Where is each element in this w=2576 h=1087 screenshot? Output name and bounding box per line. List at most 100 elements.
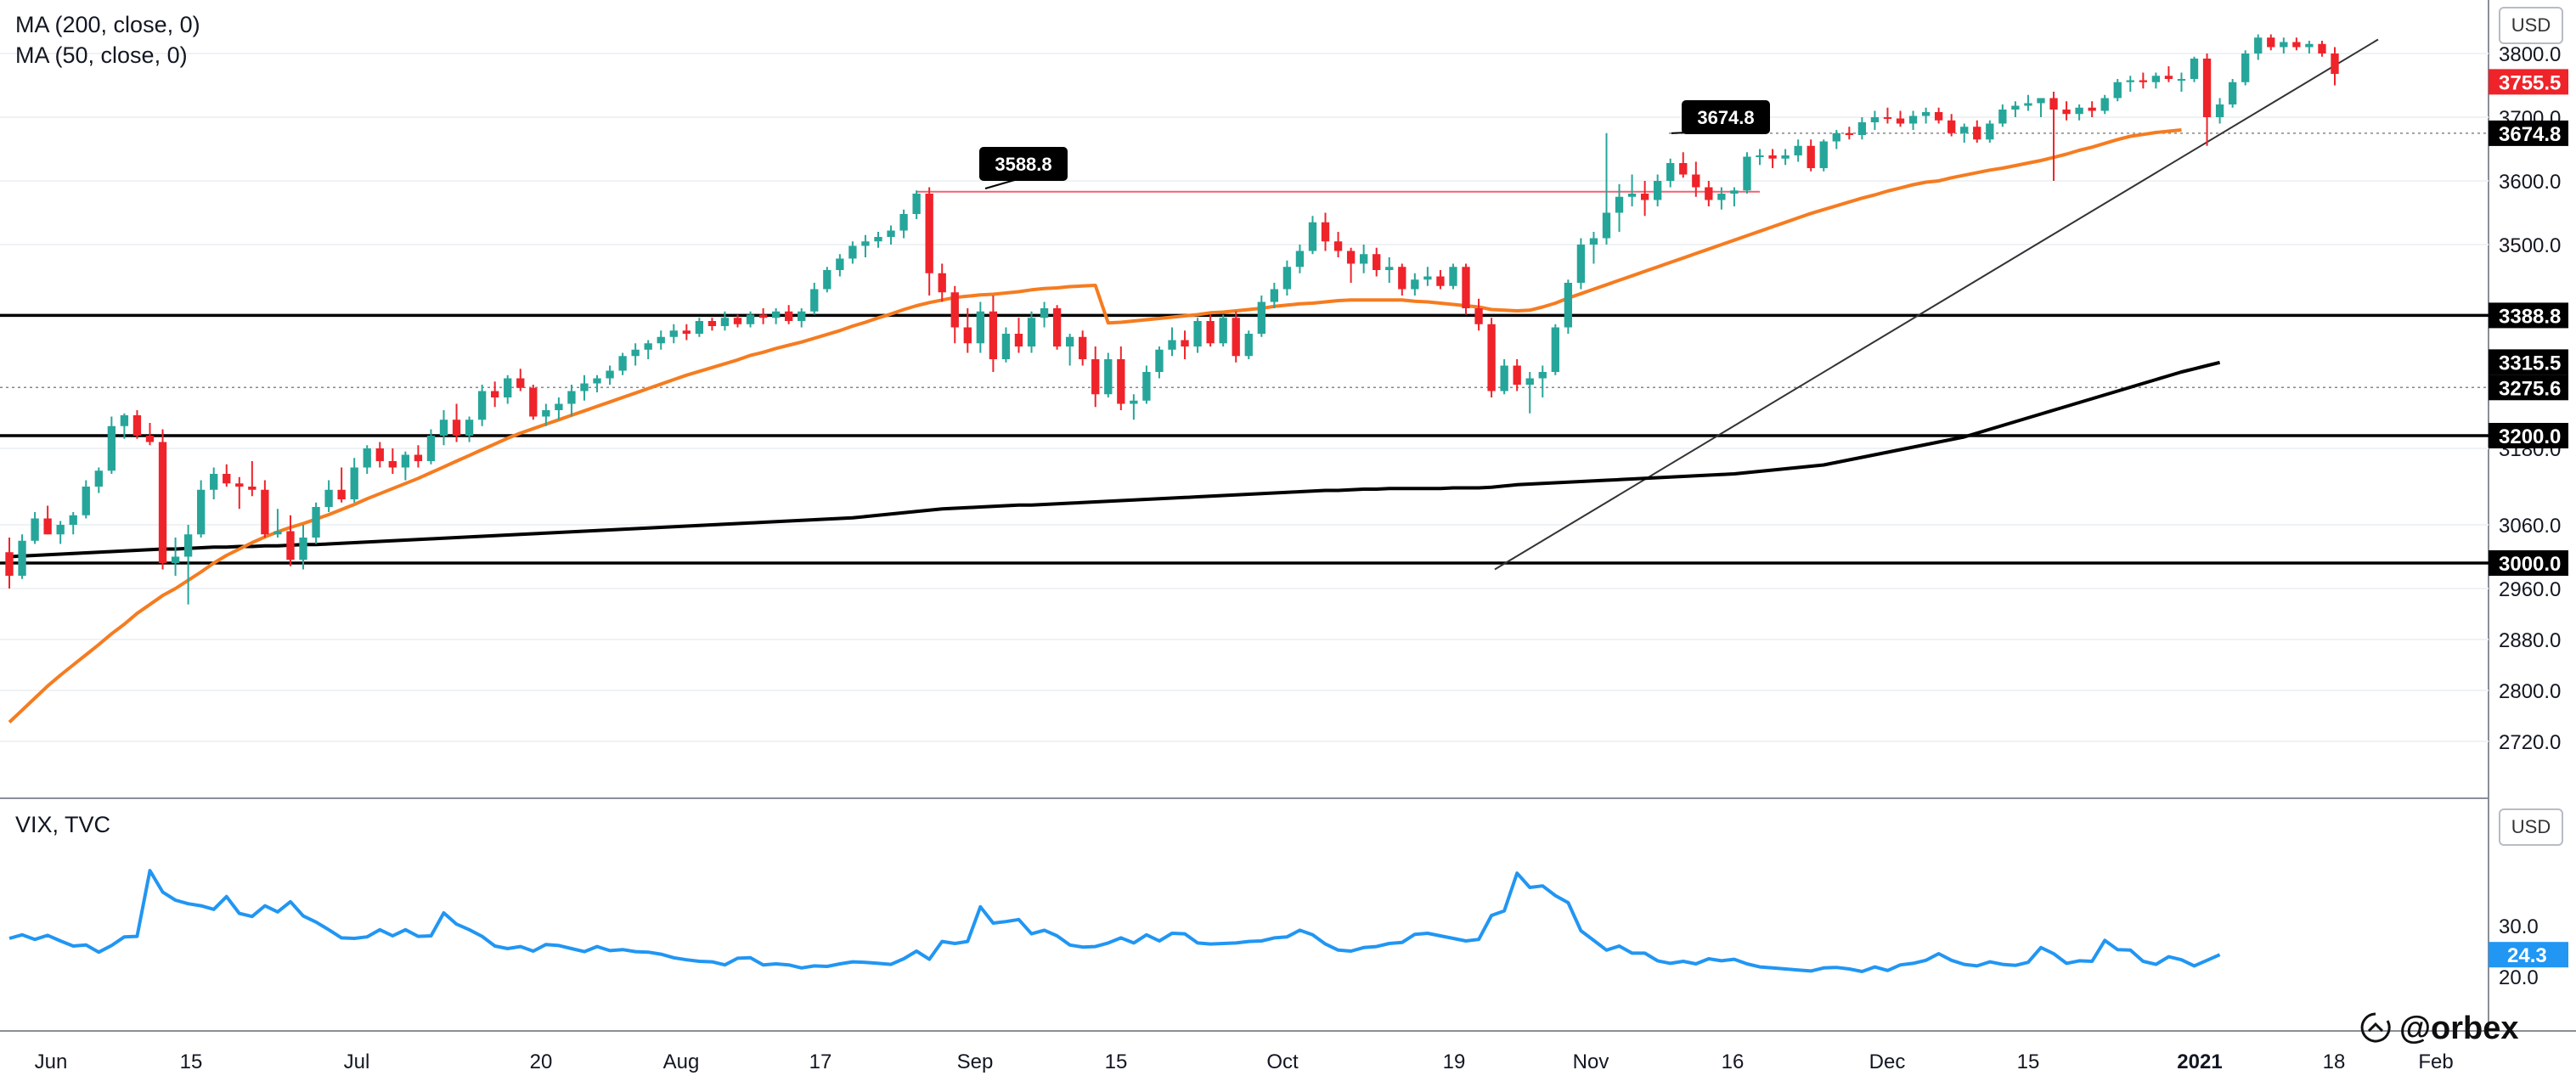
bearish-candle xyxy=(1181,330,1189,359)
candle-body xyxy=(1538,372,1547,379)
candle-body xyxy=(925,194,933,273)
candle-body xyxy=(1794,145,1802,155)
bullish-candle xyxy=(1551,324,1559,375)
bearish-candle xyxy=(1091,346,1100,408)
candle-body xyxy=(132,415,142,436)
candle-body xyxy=(1870,117,1880,122)
candle-body xyxy=(989,311,998,359)
candle-body xyxy=(746,314,755,324)
candle-body xyxy=(2228,82,2237,104)
bullish-candle xyxy=(771,308,781,324)
bearish-candle xyxy=(2049,92,2058,181)
bullish-candle xyxy=(2024,94,2032,111)
bullish-candle xyxy=(1065,334,1074,366)
candle-body xyxy=(669,330,678,337)
bullish-candle xyxy=(504,375,512,404)
bullish-candle xyxy=(1730,187,1739,206)
bearish-candle xyxy=(1232,311,1240,363)
bearish-candle xyxy=(2202,54,2212,146)
bullish-candle xyxy=(94,467,103,493)
bearish-candle xyxy=(1948,114,1956,137)
price-tag-label: 3674.8 xyxy=(2499,123,2561,146)
candle-body xyxy=(1948,120,1956,133)
bullish-candle xyxy=(171,538,180,576)
currency-button-vix[interactable]: USD xyxy=(2499,808,2563,846)
bearish-candle xyxy=(758,308,768,324)
candle-body xyxy=(504,378,512,397)
candle-body xyxy=(1615,196,1624,213)
ma50-legend[interactable]: MA (50, close, 0) xyxy=(15,42,188,68)
bullish-candle xyxy=(2228,79,2237,108)
candle-body xyxy=(1640,194,1649,200)
price-tag: 3674.8 xyxy=(2489,120,2568,146)
candle-body xyxy=(1589,238,1598,245)
bullish-candle xyxy=(695,318,704,337)
bullish-candle xyxy=(1832,130,1840,149)
candle-body xyxy=(2164,76,2173,79)
bearish-candle xyxy=(682,324,691,341)
bearish-candle xyxy=(1398,263,1406,296)
bullish-candle xyxy=(196,480,206,538)
bearish-candle xyxy=(2164,66,2173,82)
candle-body xyxy=(439,420,448,436)
bearish-candle xyxy=(529,385,538,420)
candle-body xyxy=(1973,127,1981,140)
candle-body xyxy=(1487,324,1496,391)
time-axis-label: 19 xyxy=(1443,1050,1466,1073)
bullish-candle xyxy=(2151,72,2161,89)
candle-body xyxy=(580,383,589,391)
candle-body xyxy=(1462,267,1470,308)
vix-pane-bg xyxy=(0,800,2489,1031)
bearish-candle xyxy=(414,445,423,468)
bearish-candle xyxy=(223,464,231,487)
candle-body xyxy=(82,487,90,515)
bullish-candle xyxy=(2113,79,2122,102)
candle-body xyxy=(1730,190,1739,194)
bullish-candle xyxy=(120,413,129,439)
candle-body xyxy=(631,349,640,357)
bullish-candle xyxy=(848,241,857,264)
bullish-candle xyxy=(477,385,487,426)
candle-body xyxy=(1513,365,1521,385)
candle-body xyxy=(1857,122,1867,135)
ma200-line xyxy=(8,360,2221,559)
candle-body xyxy=(1743,156,1751,191)
candle-body xyxy=(1986,123,1994,140)
candle-body xyxy=(452,420,461,436)
bearish-candle xyxy=(2088,101,2096,117)
bullish-candle xyxy=(720,311,730,331)
currency-button-main[interactable]: USD xyxy=(2499,7,2563,44)
price-tag-label: 3315.5 xyxy=(2499,352,2561,375)
bullish-candle xyxy=(299,525,307,570)
price-tag-bg xyxy=(2489,375,2568,401)
callout-box xyxy=(979,147,1068,181)
bullish-candle xyxy=(363,445,371,474)
candle-body xyxy=(1206,321,1215,344)
price-tag-label: 3200.0 xyxy=(2499,425,2561,448)
candle-body xyxy=(2254,37,2263,54)
bullish-candle xyxy=(1819,139,1828,172)
candle-body xyxy=(5,552,14,576)
candle-body xyxy=(2037,98,2045,104)
vix-legend[interactable]: VIX, TVC xyxy=(15,812,111,837)
time-axis-label: 20 xyxy=(530,1050,553,1073)
bullish-candle xyxy=(401,451,410,481)
bullish-candle xyxy=(1130,394,1138,420)
candle-body xyxy=(1551,327,1559,372)
candle-body xyxy=(529,387,538,417)
price-tick-label: 3800.0 xyxy=(2499,43,2561,66)
bullish-candle xyxy=(1564,279,1573,334)
candle-body xyxy=(1232,318,1240,357)
candle-body xyxy=(593,378,601,384)
bullish-candle xyxy=(210,467,218,499)
candle-body xyxy=(1525,378,1534,385)
vix-tick-label: 20.0 xyxy=(2499,966,2539,989)
candle-body xyxy=(2190,59,2199,79)
price-tag: 3315.5 xyxy=(2489,349,2568,375)
candle-body xyxy=(2024,103,2032,106)
ma200-legend[interactable]: MA (200, close, 0) xyxy=(15,12,200,37)
candle-body xyxy=(695,321,704,334)
candle-body xyxy=(2062,110,2071,115)
candle-body xyxy=(1346,251,1356,264)
